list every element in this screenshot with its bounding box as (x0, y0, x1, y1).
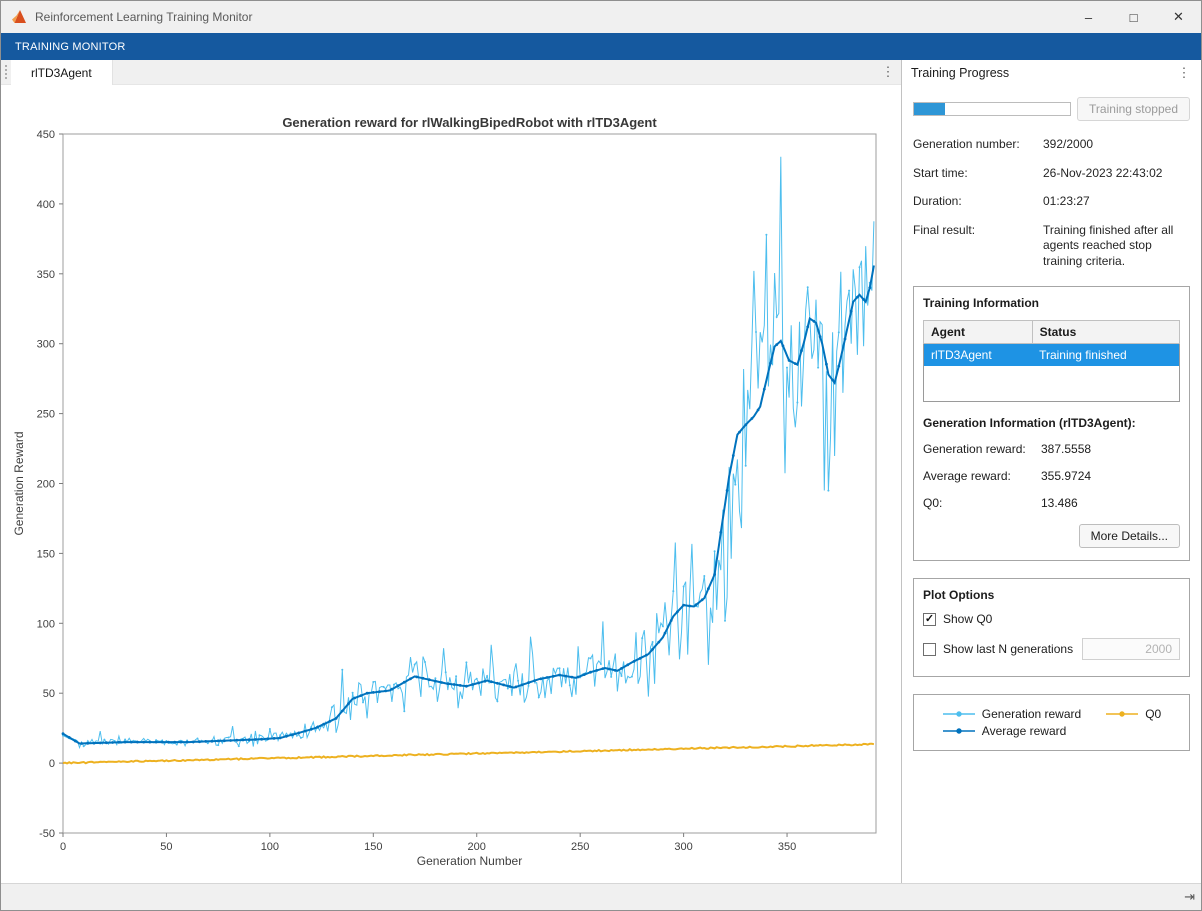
training-progress-panel: Training Progress ⋮ Training stopped Gen… (902, 60, 1201, 883)
average-reward-label: Average reward: (923, 469, 1011, 484)
legend-label-q0: Q0 (1145, 707, 1162, 722)
show-q0-row: ✓ Show Q0 (923, 612, 1180, 626)
panel-title: Training Progress (911, 65, 1010, 80)
generation-number-label: Generation number: (913, 137, 1020, 151)
tab-strip-spacer: ⋮ (112, 60, 901, 85)
svg-text:400: 400 (37, 199, 55, 211)
generation-number-value: 392/2000 (1043, 137, 1094, 151)
legend-item-generation-reward: Generation reward (942, 707, 1081, 721)
ribbon: TRAINING MONITOR (1, 33, 1201, 60)
final-result-value: Training finished after all agents reach… (1043, 222, 1174, 268)
training-information-box: Training Information Agent Status rlTD3A… (913, 285, 1190, 562)
start-time-label: Start time: (913, 165, 968, 180)
duration-value: 01:23:27 (1043, 194, 1090, 209)
svg-text:350: 350 (37, 269, 55, 281)
svg-text:0: 0 (60, 841, 66, 853)
legend-item-average-reward: Average reward (942, 724, 1081, 738)
svg-text:50: 50 (160, 841, 172, 853)
svg-text:250: 250 (571, 841, 589, 853)
progress-row: Training stopped (913, 97, 1190, 121)
plot-options-title: Plot Options (923, 588, 995, 603)
generation-stats: Generation reward: 387.5558 Average rewa… (923, 442, 1180, 510)
document-tab-strip: rlTD3Agent ⋮ (1, 60, 901, 85)
show-last-n-checkbox[interactable] (923, 642, 936, 656)
svg-text:300: 300 (674, 841, 692, 853)
legend-label-generation-reward: Generation reward (981, 707, 1082, 722)
ribbon-tab-training-monitor[interactable]: TRAINING MONITOR (15, 40, 126, 53)
document-menu-icon[interactable]: ⋮ (881, 64, 895, 79)
close-button[interactable]: ✕ (1173, 9, 1184, 24)
svg-text:50: 50 (43, 688, 55, 700)
document-panel: rlTD3Agent ⋮ 0 50 100 150 200 250 300 350 -50 0 50… (1, 60, 902, 883)
generation-reward-label: Generation reward: (923, 442, 1026, 457)
window-title: Reinforcement Learning Training Monitor (35, 10, 253, 24)
q0-value: 13.486 (1041, 496, 1078, 511)
status-column-header: Status (1031, 319, 1181, 344)
agent-column-header: Agent (923, 319, 1033, 344)
minimize-button[interactable]: – (1084, 9, 1093, 25)
svg-text:100: 100 (261, 841, 279, 853)
q0-label: Q0: (923, 496, 943, 511)
expand-icon[interactable]: ⇥ (1184, 889, 1195, 904)
agent-table-header-row: Agent Status (923, 319, 1181, 344)
panel-grip[interactable] (1, 60, 11, 85)
generation-reward-swatch-icon (942, 711, 975, 717)
generation-information-title: Generation Information (rlTD3Agent): (923, 416, 1136, 431)
svg-text:Generation Reward: Generation Reward (12, 431, 26, 535)
training-stopped-button[interactable]: Training stopped (1077, 97, 1190, 121)
average-reward-value: 355.9724 (1041, 469, 1092, 484)
svg-text:100: 100 (37, 618, 55, 630)
svg-text:300: 300 (37, 339, 55, 351)
start-time-value: 26-Nov-2023 22:43:02 (1043, 165, 1163, 180)
svg-text:Generation Number: Generation Number (417, 854, 522, 868)
progress-bar (913, 102, 1071, 116)
maximize-button[interactable]: □ (1129, 9, 1138, 25)
svg-text:0: 0 (49, 758, 55, 770)
svg-text:200: 200 (37, 479, 55, 491)
plot-options-box: Plot Options ✓ Show Q0 Show last N gener… (913, 578, 1190, 678)
training-progress-body: Training stopped Generation number: 392/… (902, 85, 1201, 883)
average-reward-swatch-icon (942, 728, 975, 734)
agent-table-row[interactable]: rlTD3Agent Training finished (923, 343, 1180, 366)
training-chart: 0 50 100 150 200 250 300 350 -50 0 50 100 150 200 250 3… (1, 85, 901, 883)
svg-text:-50: -50 (39, 828, 55, 840)
last-n-generations-input[interactable] (1082, 638, 1180, 661)
q0-swatch-icon (1106, 711, 1139, 717)
matlab-icon (11, 9, 27, 25)
summary-fields: Generation number: 392/2000 Start time: … (913, 137, 1190, 270)
agent-cell: rlTD3Agent (931, 347, 992, 362)
agent-status-table: Agent Status rlTD3Agent Training finishe… (923, 319, 1181, 403)
svg-text:150: 150 (37, 548, 55, 560)
chart-legend: Generation reward Q0 Average reward (913, 694, 1190, 752)
training-progress-header: Training Progress ⋮ (902, 60, 1201, 85)
status-cell: Training finished (1039, 347, 1127, 362)
legend-item-q0: Q0 (1105, 707, 1161, 721)
tab-rltd3agent[interactable]: rlTD3Agent (11, 60, 113, 85)
window-titlebar: Reinforcement Learning Training Monitor … (1, 1, 1201, 33)
svg-text:Generation reward for rlWalkin: Generation reward for rlWalkingBipedRobo… (282, 115, 657, 130)
agent-table-empty-area (924, 366, 1180, 402)
window-controls: – □ ✕ (1066, 1, 1201, 33)
svg-text:250: 250 (37, 409, 55, 421)
svg-text:150: 150 (364, 841, 382, 853)
generation-reward-value: 387.5558 (1041, 442, 1092, 457)
panel-menu-icon[interactable]: ⋮ (1177, 64, 1191, 80)
final-result-label: Final result: (913, 222, 976, 237)
status-bar: ⇥ (1, 883, 1201, 910)
duration-label: Duration: (913, 194, 962, 209)
svg-text:450: 450 (37, 129, 55, 141)
svg-text:350: 350 (778, 841, 796, 853)
show-last-n-row: Show last N generations (923, 638, 1180, 661)
svg-text:200: 200 (468, 841, 486, 853)
show-last-n-label: Show last N generations (943, 642, 1074, 657)
show-q0-label: Show Q0 (943, 612, 993, 627)
more-details-button[interactable]: More Details... (1078, 524, 1180, 549)
chart-svg: 0 50 100 150 200 250 300 350 -50 0 50 100 150 200 250 3… (12, 115, 877, 868)
progress-bar-fill (914, 103, 945, 115)
training-information-title: Training Information (923, 295, 1039, 310)
legend-label-average-reward: Average reward (981, 724, 1067, 739)
show-q0-checkbox[interactable]: ✓ (923, 612, 936, 626)
content-row: rlTD3Agent ⋮ 0 50 100 150 200 250 300 350 -50 0 50… (1, 60, 1201, 883)
